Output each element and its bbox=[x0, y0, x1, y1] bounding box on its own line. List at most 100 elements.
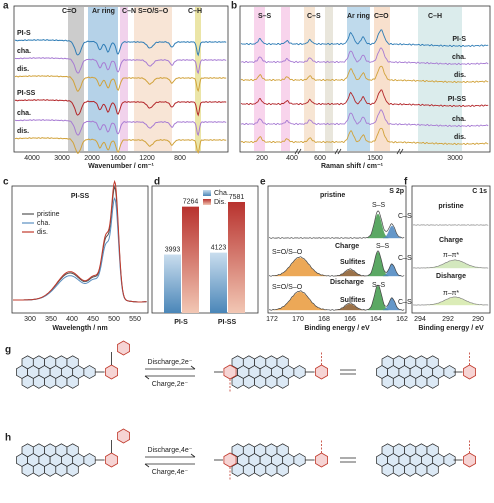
ring bbox=[265, 374, 278, 389]
spectrum bbox=[14, 137, 227, 154]
band-label: Ar ring bbox=[92, 8, 115, 15]
ring bbox=[404, 355, 417, 370]
ring bbox=[66, 443, 79, 458]
panel-title: PI-SS bbox=[71, 193, 90, 200]
ring bbox=[21, 443, 34, 458]
annotation: S=O/S–O bbox=[272, 284, 303, 291]
ring bbox=[66, 462, 79, 477]
spectrum bbox=[269, 210, 405, 239]
x-tick-label: 1600 bbox=[110, 155, 126, 162]
ring bbox=[117, 340, 130, 356]
annotation: Discharge bbox=[330, 279, 364, 286]
x-tick-label: 172 bbox=[266, 316, 278, 323]
ring bbox=[381, 374, 394, 389]
frame-b bbox=[239, 5, 491, 153]
ring bbox=[55, 374, 68, 389]
bar bbox=[182, 206, 199, 313]
spectrum bbox=[14, 119, 227, 137]
core-label: S 2p bbox=[389, 188, 404, 195]
panel-label: a bbox=[3, 1, 9, 12]
spectrum bbox=[241, 109, 489, 128]
frame-d bbox=[151, 185, 259, 314]
trace-label: cha. bbox=[452, 116, 466, 123]
annotation: pristine bbox=[438, 203, 463, 210]
bar bbox=[210, 252, 227, 313]
ring bbox=[32, 355, 45, 370]
spectrum bbox=[240, 29, 489, 48]
legend-label: Cha. bbox=[214, 190, 229, 197]
annotation: S=O/S–O bbox=[272, 249, 303, 256]
ring bbox=[21, 462, 34, 477]
x-tick-label: 170 bbox=[292, 316, 304, 323]
trace-label: dis. bbox=[17, 128, 29, 135]
ring bbox=[254, 462, 267, 477]
x-tick-label: 4000 bbox=[24, 155, 40, 162]
arrow-label: Discharge,2e⁻ bbox=[148, 359, 193, 366]
ring bbox=[443, 365, 456, 379]
spectrum bbox=[412, 224, 489, 226]
panel-label: d bbox=[154, 177, 160, 188]
trace-label: cha. bbox=[17, 48, 31, 55]
annotation: π–π* bbox=[443, 290, 460, 297]
ring bbox=[242, 462, 255, 477]
spectrum bbox=[240, 65, 489, 84]
ring bbox=[415, 462, 428, 477]
x-tick-label: 166 bbox=[344, 316, 356, 323]
trace-label: PI-SS bbox=[448, 96, 467, 103]
trace-label: PI-S bbox=[17, 30, 31, 37]
x-tick-label: 292 bbox=[442, 316, 454, 323]
ring bbox=[276, 374, 289, 389]
x-tick-label: 550 bbox=[129, 316, 141, 323]
band bbox=[325, 7, 333, 151]
ring bbox=[381, 355, 394, 370]
ring bbox=[315, 452, 328, 468]
spectrum bbox=[412, 259, 489, 269]
x-tick-label: 450 bbox=[87, 316, 99, 323]
x-tick-label: 162 bbox=[396, 316, 408, 323]
value-label: 7581 bbox=[229, 194, 245, 201]
arrow bbox=[145, 453, 196, 458]
x-tick-label: PI-S bbox=[174, 319, 188, 326]
ring bbox=[463, 364, 476, 380]
ring bbox=[242, 443, 255, 458]
ring bbox=[223, 452, 237, 468]
legend-swatch bbox=[203, 190, 211, 196]
axis-break bbox=[294, 148, 302, 155]
spectrum bbox=[14, 39, 227, 57]
panel-label: e bbox=[260, 177, 266, 188]
ring bbox=[21, 355, 34, 370]
core-label: C 1s bbox=[472, 188, 487, 195]
panel-label: c bbox=[3, 177, 9, 188]
band bbox=[134, 7, 172, 151]
trace-label: PI-SS bbox=[17, 90, 36, 97]
ring bbox=[32, 443, 45, 458]
ring bbox=[44, 443, 57, 458]
x-tick-label: 290 bbox=[472, 316, 484, 323]
x-axis-label: Wavenumber / cm⁻¹ bbox=[88, 163, 154, 170]
ring bbox=[463, 452, 476, 468]
equilibrium bbox=[340, 369, 356, 375]
x-tick-label: 1200 bbox=[139, 155, 155, 162]
fit-peak bbox=[272, 291, 328, 311]
x-tick-label: 3000 bbox=[447, 155, 463, 162]
annotation: S–S bbox=[376, 243, 390, 250]
ring bbox=[105, 452, 118, 468]
band-label: C–H bbox=[188, 8, 202, 15]
value-label: 3993 bbox=[165, 246, 181, 253]
ring bbox=[381, 462, 394, 477]
x-axis-label: Binding energy / eV bbox=[418, 325, 484, 332]
x-tick-label: PI-SS bbox=[218, 319, 237, 326]
value-label: 7264 bbox=[183, 198, 199, 205]
ring bbox=[83, 365, 96, 379]
fit-peak bbox=[367, 285, 389, 311]
trace-label: dis. bbox=[454, 72, 466, 79]
ring bbox=[404, 374, 417, 389]
fit-peak bbox=[424, 259, 486, 269]
legend-label: cha. bbox=[37, 220, 50, 227]
trace-label: dis. bbox=[17, 66, 29, 73]
ring bbox=[66, 355, 79, 370]
x-tick-label: 294 bbox=[414, 316, 426, 323]
annotation: Charge bbox=[335, 243, 359, 250]
annotation: pristine bbox=[320, 192, 345, 199]
band bbox=[304, 7, 315, 151]
